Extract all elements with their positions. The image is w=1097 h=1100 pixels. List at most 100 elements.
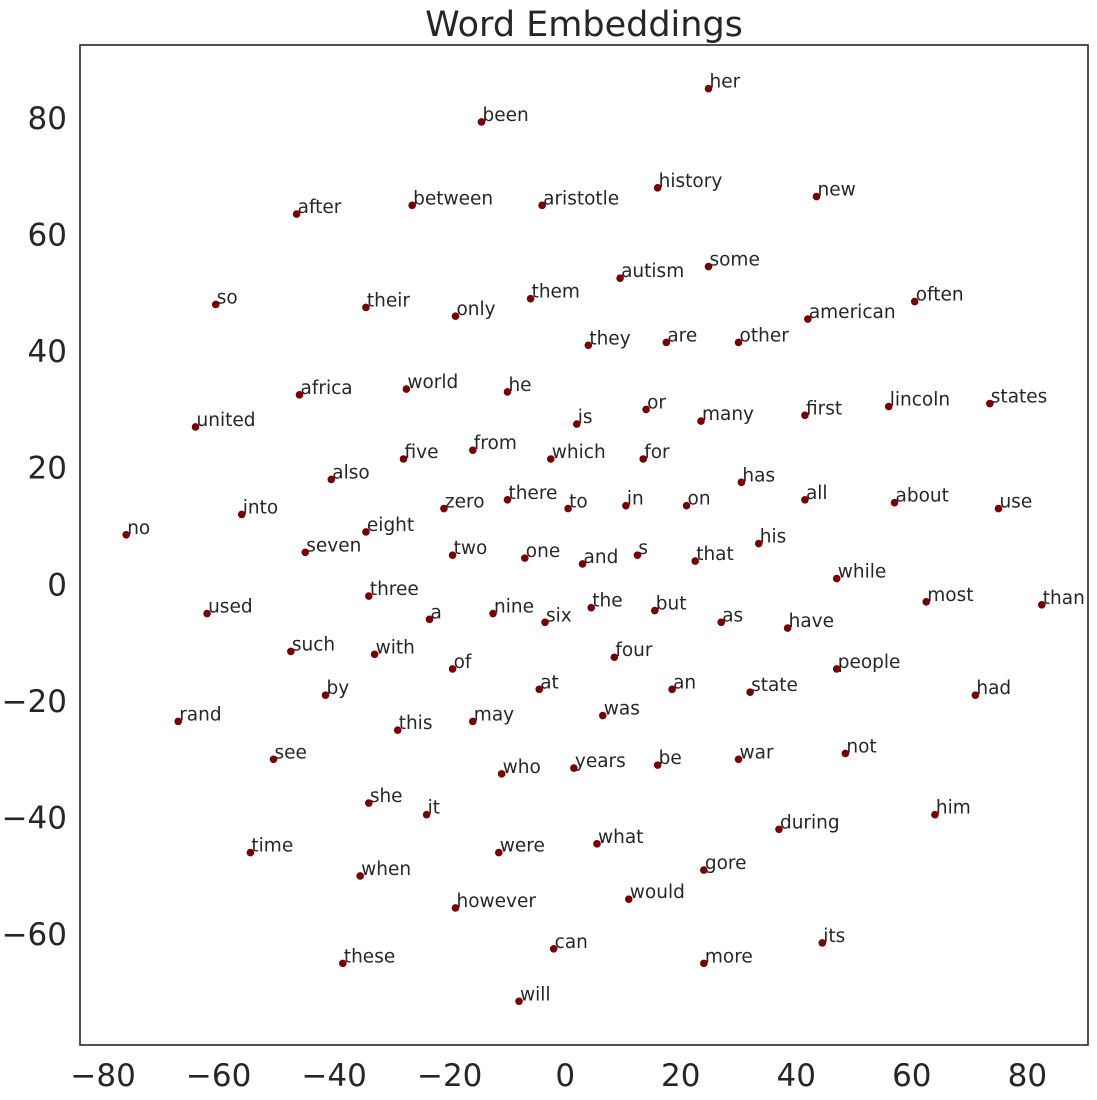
point-label: also [332, 462, 369, 483]
scatter-point [884, 402, 893, 411]
scatter-point [841, 749, 850, 758]
x-tick-label: 40 [777, 1058, 816, 1094]
x-tick-label: 20 [661, 1058, 700, 1094]
scatter-point [717, 618, 725, 627]
point-label: while [838, 562, 887, 583]
point-label: has [742, 465, 775, 486]
point-label: her [709, 72, 740, 93]
point-label: more [705, 946, 753, 967]
point-label: as [722, 605, 743, 626]
point-label: some [709, 250, 759, 271]
scatter-point [734, 755, 743, 764]
scatter-point [622, 501, 630, 510]
scatter-point [572, 420, 581, 428]
scatter-point [682, 501, 691, 510]
point-label: there [508, 483, 557, 504]
point-label: three [370, 579, 419, 600]
point-label: all [806, 483, 828, 504]
point-label: war [740, 742, 774, 763]
scatter-point [653, 184, 662, 192]
scatter-point [422, 810, 431, 819]
point-label: would [630, 882, 685, 903]
scatter-point [451, 312, 460, 320]
point-label: be [659, 748, 682, 769]
scatter-point [503, 388, 512, 396]
scatter-point [570, 764, 578, 772]
scatter-point [362, 303, 370, 312]
scatter-point [402, 385, 411, 393]
scatter-point [246, 848, 255, 857]
scatter-point [700, 866, 708, 874]
scatter-point [746, 688, 754, 697]
scatter-point [440, 504, 448, 513]
scatter-point [356, 872, 364, 880]
point-label: have [789, 611, 834, 632]
x-tick-label: 80 [1008, 1058, 1047, 1094]
x-tick-label: −20 [417, 1058, 482, 1094]
scatter-point [584, 341, 593, 350]
point-label: american [809, 302, 896, 323]
scatter-point [578, 560, 587, 568]
scatter-point [503, 496, 512, 504]
point-label: one [526, 541, 560, 562]
point-label: four [615, 640, 653, 661]
point-label: history [659, 171, 723, 192]
point-label: this [399, 713, 433, 734]
point-label: between [413, 188, 493, 209]
chart-title: Word Embeddings [425, 5, 743, 45]
point-label: gore [705, 853, 747, 874]
scatter-point [971, 691, 980, 699]
scatter-point [804, 315, 812, 323]
scatter-point [734, 338, 743, 347]
scatter-point [301, 548, 310, 557]
axis-ticks: −80 −60 −40 −20 0 20 40 60 80 −60 −40 −20 0 20 40 60 80 [2, 101, 1047, 1094]
point-label: time [251, 836, 293, 857]
scatter-point [775, 825, 783, 834]
point-label: it [428, 798, 440, 819]
point-label: into [243, 497, 278, 518]
point-label: nine [494, 597, 534, 618]
y-tick-label: −60 [2, 917, 67, 953]
scatter-point [327, 475, 336, 484]
point-label: aristotle [543, 188, 619, 209]
point-label: during [780, 812, 840, 833]
point-label: use [999, 492, 1032, 513]
point-label: may [474, 704, 514, 725]
scatter-point [535, 685, 544, 694]
scatter-point [704, 84, 713, 93]
point-label: had [976, 678, 1011, 699]
point-label: an [673, 672, 696, 693]
point-label: africa [301, 378, 353, 399]
scatter-point [593, 840, 601, 848]
scatter-point [448, 551, 457, 560]
scatter-point [489, 609, 497, 618]
scatter-point [287, 647, 295, 656]
point-label: autism [621, 261, 684, 282]
scatter-point [526, 294, 535, 303]
point-label: often [916, 285, 964, 306]
point-label: lincoln [890, 390, 950, 411]
point-label: world [407, 372, 458, 393]
point-label: which [552, 442, 606, 463]
point-label: when [361, 859, 411, 880]
y-tick-label: 80 [28, 101, 67, 137]
scatter-point [339, 959, 347, 968]
scatter-point [549, 944, 558, 953]
point-label: zero [445, 492, 485, 513]
point-label: these [344, 946, 395, 967]
point-label: most [927, 585, 973, 606]
scatter-point [610, 653, 619, 662]
point-label: she [370, 786, 403, 807]
scatter-point [801, 411, 809, 420]
point-label: eight [367, 515, 414, 536]
y-tick-label: −40 [2, 801, 67, 837]
point-label: from [474, 433, 517, 454]
scatter-point [365, 592, 373, 600]
scatter-point [783, 624, 792, 632]
scatter-point [564, 504, 572, 513]
point-label: not [846, 736, 876, 757]
point-label: after [298, 197, 342, 218]
point-label: other [740, 325, 790, 346]
